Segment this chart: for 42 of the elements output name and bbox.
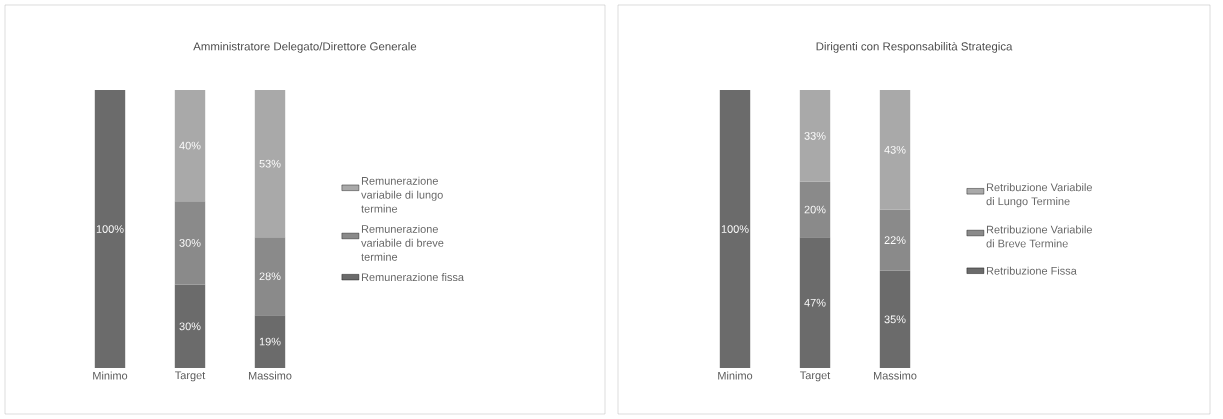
legend-label: Remunerazione variabile di lungo termine: [361, 176, 443, 213]
data-label: 20%: [804, 205, 826, 214]
legend-label: Retribuzione Fissa: [986, 266, 1077, 275]
bar: [799, 181, 831, 238]
x-tick-label: Minimo: [718, 371, 753, 380]
legend-label: Retribuzione Variabile di Lungo Termine: [986, 183, 1092, 208]
bar: [719, 90, 751, 368]
bar: [254, 315, 286, 368]
data-label: 100%: [96, 225, 124, 233]
data-label: 28%: [259, 272, 281, 281]
legend-label: Retribuzione Variabile di Breve Termine: [986, 225, 1092, 248]
x-tick-label: Target: [175, 371, 206, 382]
bar: [174, 90, 206, 202]
bar: [254, 90, 286, 238]
x-tick-label: Massimo: [248, 371, 292, 380]
data-label: 19%: [259, 337, 281, 346]
x-tick-label: Target: [800, 371, 831, 382]
x-tick-label: Minimo: [93, 371, 128, 380]
bar: [879, 270, 911, 368]
bar: [799, 90, 831, 182]
data-label: 47%: [804, 298, 826, 307]
bar: [254, 237, 286, 316]
bar: [94, 90, 126, 368]
bar: [174, 284, 206, 368]
bar: [879, 209, 911, 271]
x-tick-label: Massimo: [874, 371, 917, 380]
legend-label: Remunerazione variabile di breve termine: [361, 224, 444, 261]
chart-title: Dirigenti con Responsabilità Strategica: [816, 41, 1013, 53]
data-label: 53%: [259, 159, 281, 168]
data-label: 22%: [884, 236, 906, 244]
data-label: 33%: [804, 132, 826, 140]
legend-label: Remunerazione fissa: [361, 273, 464, 282]
data-label: 43%: [884, 145, 906, 154]
data-label: 30%: [179, 239, 201, 247]
data-label: 100%: [721, 225, 749, 233]
chart-title: Amministratore Delegato/Direttore Generale: [193, 42, 417, 53]
bar: [799, 237, 831, 368]
data-label: 30%: [179, 322, 201, 331]
bar: [174, 201, 206, 285]
data-label: 40%: [179, 141, 201, 150]
data-label: 35%: [884, 315, 906, 324]
bar: [879, 90, 911, 210]
